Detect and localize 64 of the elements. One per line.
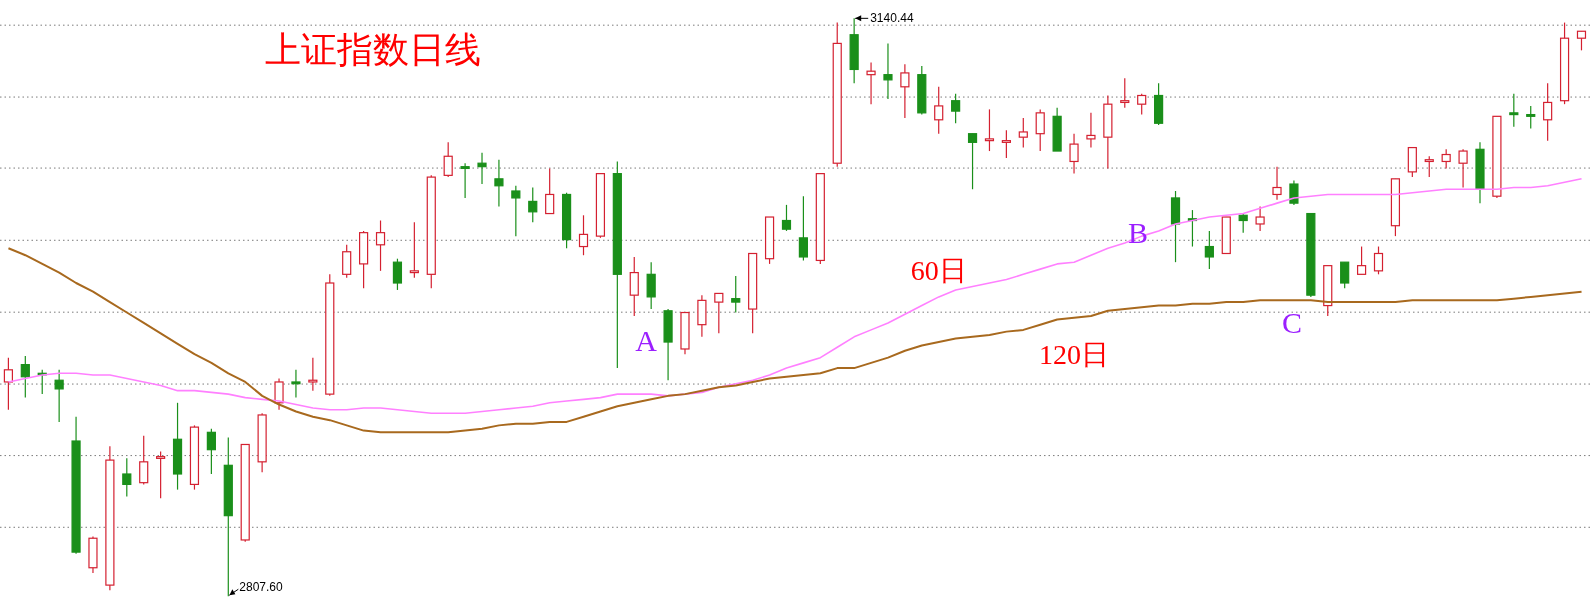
candlestick [1035,108,1045,152]
candlestick [714,292,724,334]
candlestick [1424,155,1434,178]
candlestick [1289,179,1299,206]
candlestick [798,195,808,262]
candlestick [1373,245,1384,275]
candlestick [20,355,30,399]
candlestick [1509,93,1519,128]
candlestick [206,428,216,475]
candlestick [274,377,284,411]
candlestick [1018,117,1028,149]
candlestick [646,261,656,310]
candlestick [629,256,639,317]
candlestick [934,86,944,135]
candlestick [781,204,792,232]
candlestick [1526,105,1536,130]
candlestick [1543,82,1553,142]
annotation: C [1281,305,1303,339]
candlestick [1137,93,1147,116]
candlestick [984,108,995,152]
candlestick [511,185,521,237]
candlestick [122,457,132,498]
candlestick [1255,206,1265,232]
series-label: 60日 [910,255,967,287]
candlestick [494,159,504,208]
candlestick [54,369,64,423]
candlestick [291,369,301,399]
candlestick [1120,77,1130,109]
candlestick [1069,133,1079,175]
annotation: A [635,323,658,357]
candlestick [1340,261,1350,289]
candlestick [342,244,352,279]
candlestick [900,63,910,119]
text: 上证指数日线 [265,30,481,70]
candlestick [1204,230,1214,270]
candlestick [1086,112,1096,149]
candlestick [545,167,555,215]
candlestick [951,93,961,124]
candlestick [3,357,13,411]
candlestick [139,435,149,486]
candlestick [1458,148,1468,189]
candlestick [528,186,538,223]
candlestick [443,141,453,178]
annotation: 3140.44 [870,11,914,26]
candlestick [1441,148,1451,170]
candlestick [1356,245,1367,275]
candlestick [1272,166,1282,201]
annotation: 2807.60 [239,580,284,595]
candlestick [883,42,893,100]
candlestick [731,275,741,314]
candlestick [578,214,589,256]
candlestick [308,357,318,392]
candlestick [967,133,978,190]
candlestick [409,221,419,279]
candlestick [477,152,487,185]
candlestick [156,450,166,499]
candlestick [1238,212,1248,234]
candlestick [460,162,470,199]
candlestick [392,258,403,291]
candlestick [1576,30,1587,51]
series-label: 120日 [1039,339,1110,371]
candlestick [866,61,876,105]
candlestick [375,219,386,272]
candlestick [1001,129,1011,159]
